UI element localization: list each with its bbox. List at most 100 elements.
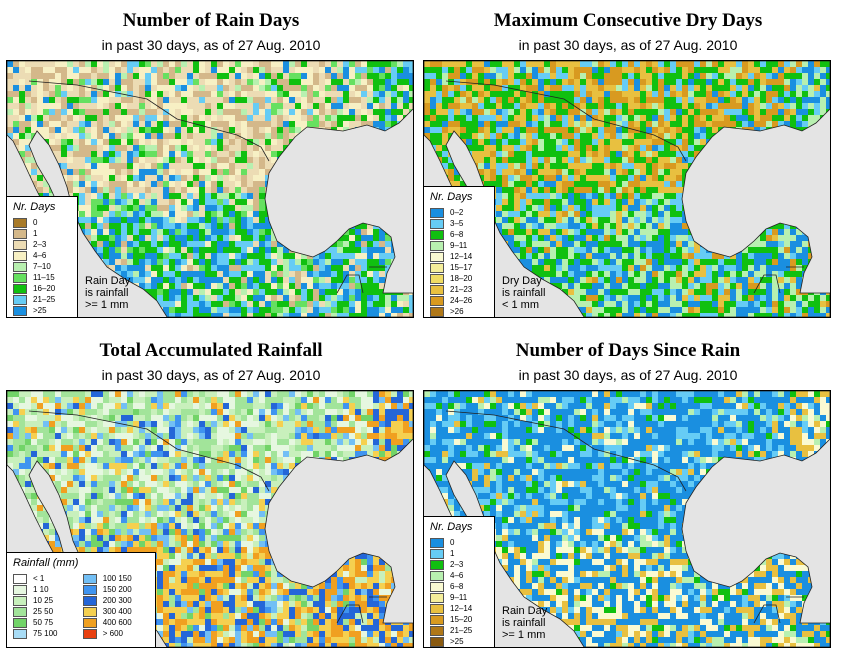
legend: Nr. Days 0 1 2–3 4–6 6–8 9–11 12–14 15–20 21–25 >…: [424, 516, 495, 647]
legend-label: > 600: [102, 629, 124, 638]
legend-swatch: [430, 537, 444, 548]
legend-swatch: [13, 228, 27, 239]
legend-swatch: [430, 251, 444, 262]
legend-label: 9–11: [450, 593, 468, 602]
legend-swatch: [13, 283, 27, 294]
legend-item: 16–20: [13, 283, 71, 294]
note-line: Rain Day: [85, 275, 131, 287]
legend-label: 9–11: [450, 241, 468, 250]
panel-subtitle: in past 30 days, as of 27 Aug. 2010: [518, 37, 738, 53]
panel-subtitle: in past 30 days, as of 27 Aug. 2010: [518, 367, 738, 383]
legend-label: < 1: [33, 574, 45, 583]
legend-swatch: [82, 595, 97, 606]
legend-item: 21–25: [13, 294, 71, 305]
panel-title: Number of Days Since Rain: [515, 340, 741, 361]
legend-label: 12–14: [450, 604, 473, 613]
legend-label: 18–20: [450, 274, 473, 283]
legend-label: 50 75: [33, 618, 54, 627]
legend: Rainfall (mm) < 1 100 150 1 10 150 200 10 25…: [7, 552, 156, 647]
legend-swatch: [13, 250, 27, 261]
central-america-borders: [753, 266, 804, 294]
legend-rows: 0 1 2–3 4–6 7–10 11–15 16–20 21–25 >25: [13, 217, 71, 316]
legend-title: Nr. Days: [13, 201, 56, 213]
central-america-borders: [753, 596, 804, 624]
legend-swatch: [13, 217, 27, 228]
legend-item: 2–3: [430, 559, 488, 570]
legend-swatch: [13, 261, 27, 272]
legend-item: < 1: [13, 573, 75, 584]
legend-item: 15–20: [430, 614, 488, 625]
legend-title: Rainfall (mm): [13, 557, 79, 569]
central-america-borders: [336, 596, 387, 624]
us-mexico-border: [445, 410, 687, 492]
note-line: is rainfall: [85, 287, 129, 299]
legend-swatch: [13, 573, 27, 584]
panel-title: Total Accumulated Rainfall: [99, 340, 323, 361]
legend-label: 2–3: [33, 240, 47, 249]
legend-item: 400 600: [82, 617, 149, 628]
legend-swatch: [82, 584, 97, 595]
panel-title: Maximum Consecutive Dry Days: [493, 10, 763, 31]
legend-swatch: [13, 617, 27, 628]
map-max-dry-days: Nr. Days 0–2 3–5 6–8 9–11 12–14 15–17 18–20 21–…: [423, 60, 831, 318]
legend-item: 100 150: [82, 573, 149, 584]
legend-item: 1: [430, 548, 488, 559]
legend-swatch: [430, 581, 444, 592]
legend-item: 4–6: [430, 570, 488, 581]
legend-swatch: [13, 628, 27, 639]
legend-swatch: [430, 207, 444, 218]
legend-swatch: [430, 636, 444, 647]
legend-item: 25 50: [13, 606, 75, 617]
note-line: is rainfall: [502, 287, 546, 299]
legend-swatch: [430, 592, 444, 603]
legend-item: 0–2: [430, 207, 488, 218]
legend: Nr. Days 0 1 2–3 4–6 7–10 11–15 16–20 21–25 >25: [7, 196, 78, 317]
legend-label: 25 50: [33, 607, 54, 616]
legend-item: 3–5: [430, 218, 488, 229]
legend-swatch: [430, 570, 444, 581]
legend-label: 15–17: [450, 263, 473, 272]
legend-item: > 600: [82, 628, 149, 639]
legend-swatch: [430, 614, 444, 625]
legend-label: 75 100: [33, 629, 58, 638]
legend-label: 200 300: [102, 596, 132, 605]
legend-label: 400 600: [102, 618, 132, 627]
legend-swatch: [13, 595, 27, 606]
legend-item: 18–20: [430, 273, 488, 284]
legend-swatch: [13, 305, 27, 316]
legend-label: 21–23: [450, 285, 473, 294]
legend-label: 21–25: [33, 295, 56, 304]
legend-item: >25: [13, 305, 71, 316]
legend-label: 300 400: [102, 607, 132, 616]
legend-item: 2–3: [13, 239, 71, 250]
central-america-borders: [336, 266, 387, 294]
legend-swatch: [430, 240, 444, 251]
legend-label: 1: [33, 229, 38, 238]
legend-swatch: [13, 606, 27, 617]
legend-label: >26: [450, 307, 464, 316]
map-note: Dry Day is rainfall < 1 mm: [502, 275, 545, 311]
legend-swatch: [13, 272, 27, 283]
legend-item: >26: [430, 306, 488, 317]
legend-swatch: [13, 294, 27, 305]
legend-label: 24–26: [450, 296, 473, 305]
legend-swatch: [430, 548, 444, 559]
legend-item: 7–10: [13, 261, 71, 272]
legend-label: 7–10: [33, 262, 51, 271]
legend-swatch: [82, 606, 97, 617]
legend-label: 1: [450, 549, 455, 558]
legend-rows: < 1 100 150 1 10 150 200 10 25 200 300 25 50 30…: [13, 573, 149, 639]
legend: Nr. Days 0–2 3–5 6–8 9–11 12–14 15–17 18–20 21–…: [424, 186, 495, 317]
us-mexico-border: [28, 80, 270, 162]
legend-label: 0: [33, 218, 38, 227]
legend-label: 12–14: [450, 252, 473, 261]
legend-label: 1 10: [33, 585, 49, 594]
legend-label: 15–20: [450, 615, 473, 624]
legend-swatch: [82, 628, 97, 639]
legend-label: 11–15: [33, 273, 55, 282]
legend-item: 75 100: [13, 628, 75, 639]
legend-label: 6–8: [450, 230, 464, 239]
legend-swatch: [430, 218, 444, 229]
legend-swatch: [430, 273, 444, 284]
legend-item: 200 300: [82, 595, 149, 606]
